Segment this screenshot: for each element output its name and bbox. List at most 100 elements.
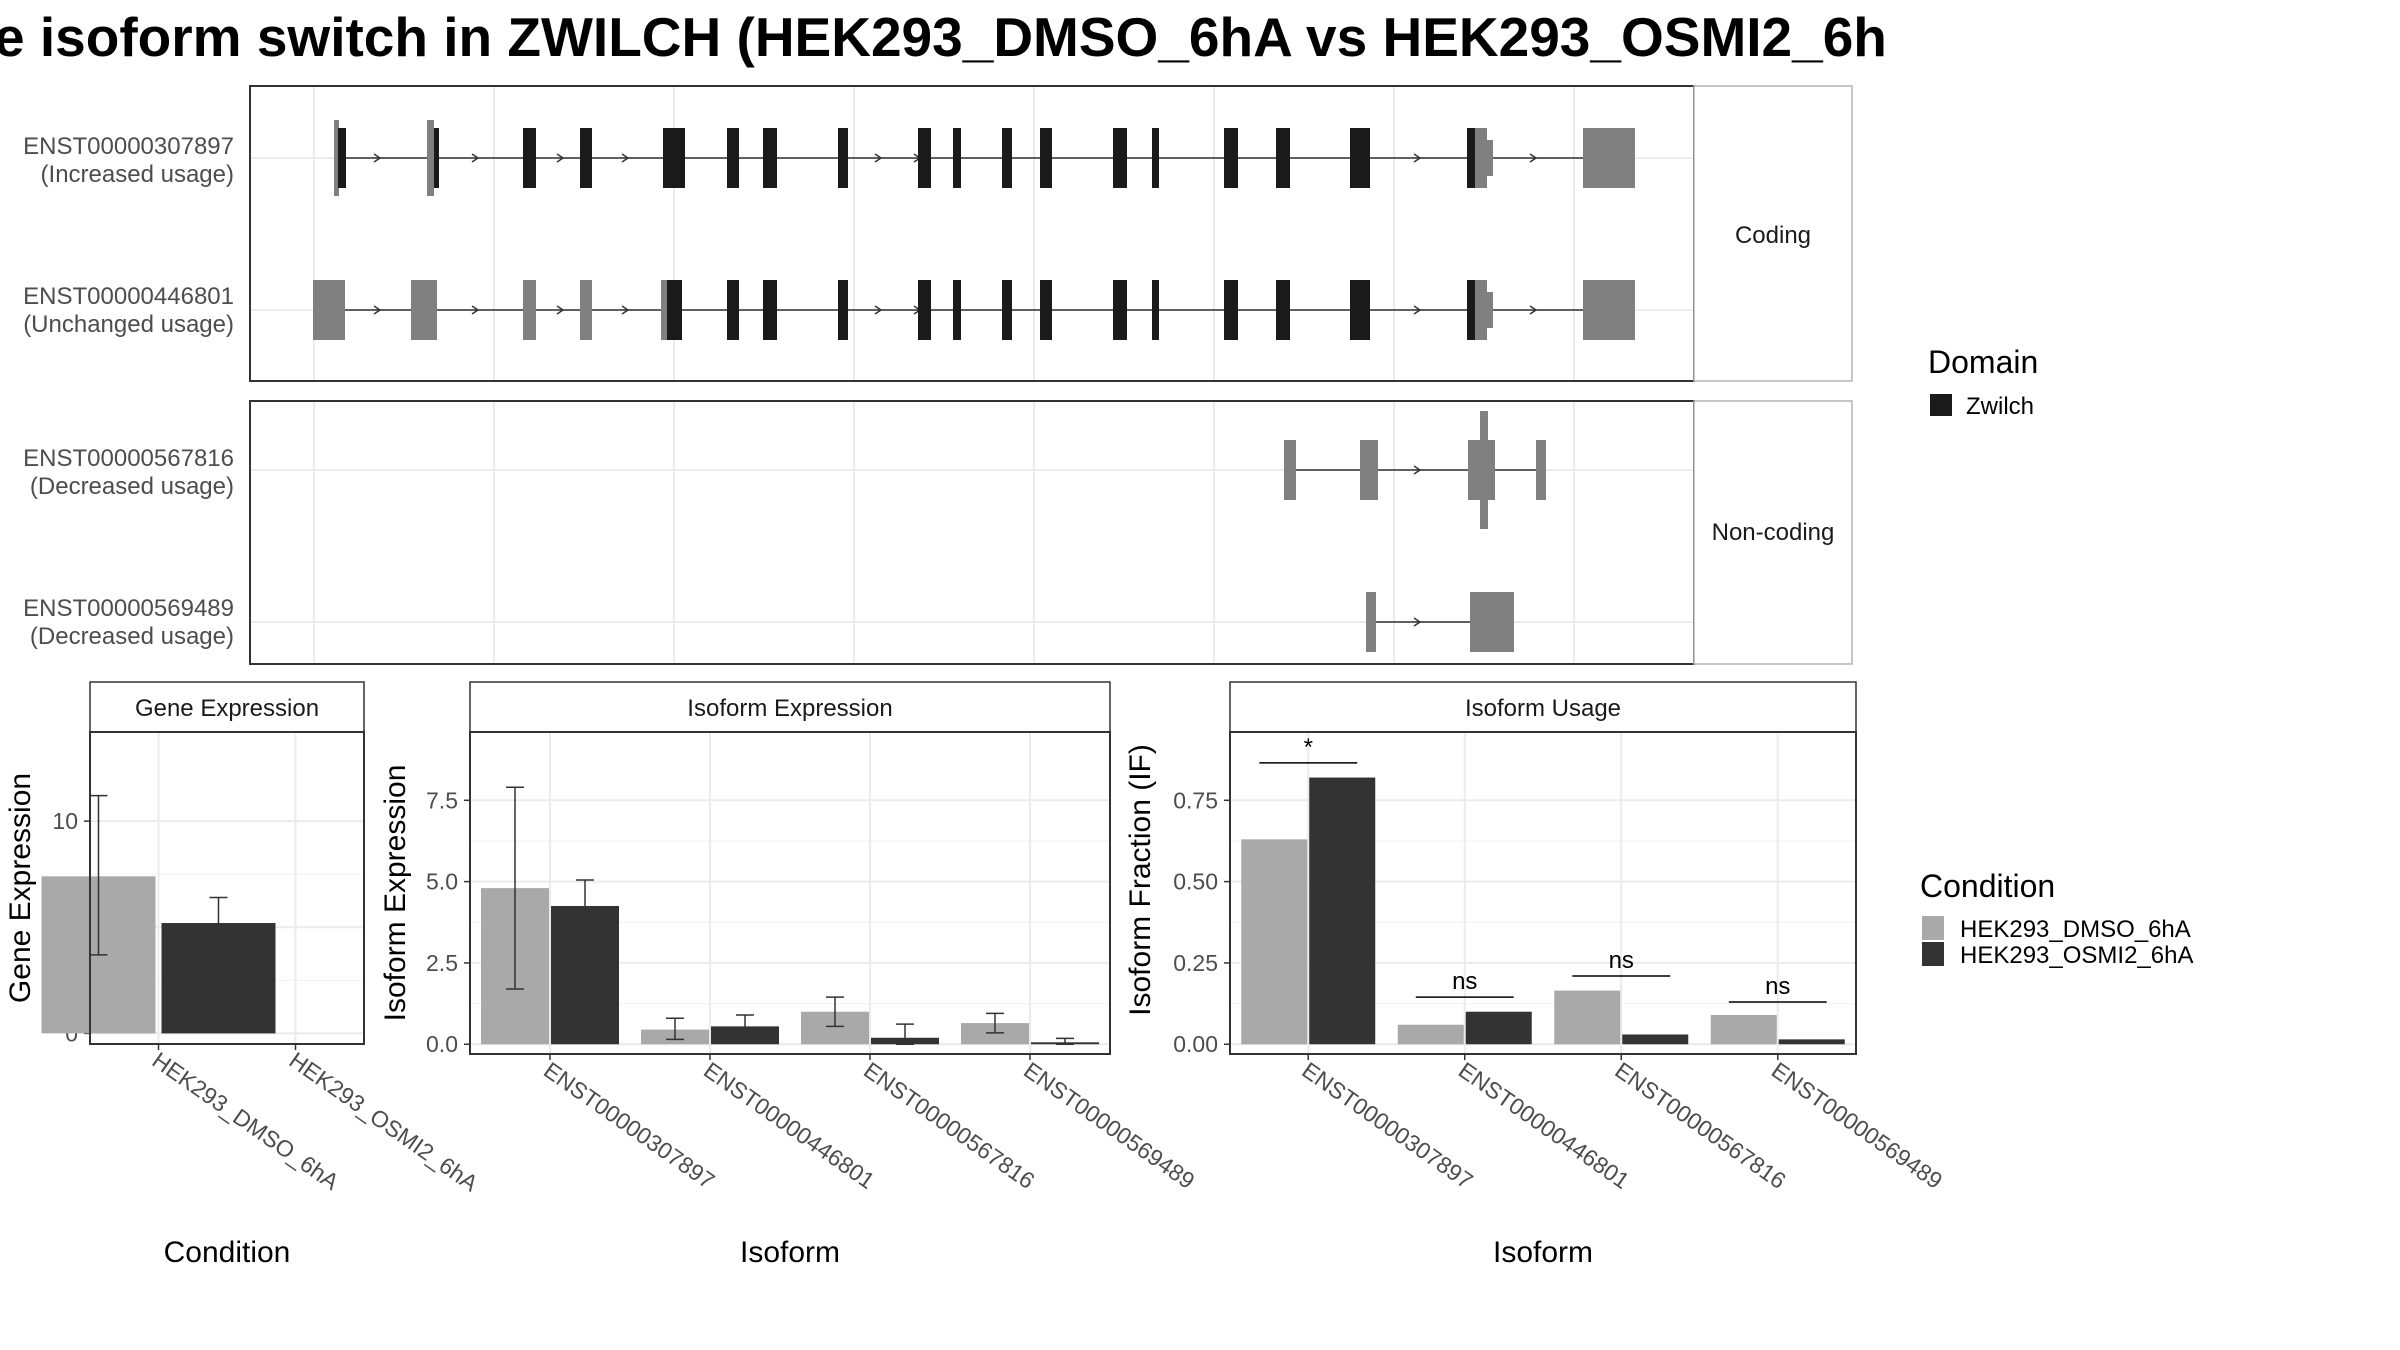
exon-3-0 <box>1366 592 1376 652</box>
domain-exon-1-6 <box>727 280 739 340</box>
isoform-usage-bar-osmi2-3 <box>1778 1039 1845 1045</box>
domain-exon-1-11 <box>1002 280 1012 340</box>
domain-exon-0-6 <box>663 128 685 188</box>
domain-exon-0-9 <box>838 128 848 188</box>
domain-exon-1-13 <box>1113 280 1127 340</box>
strand-arrow-0-6 <box>1413 153 1422 163</box>
condition-legend-label-osmi2: HEK293_OSMI2_6hA <box>1960 942 2193 969</box>
transcript-usage-2: (Unchanged usage) <box>23 311 234 338</box>
domain-legend-swatch <box>1930 394 1952 416</box>
domain-exon-0-7 <box>727 128 739 188</box>
transcript-usage-3: (Decreased usage) <box>30 473 234 500</box>
transcript-id-2: ENST00000446801 <box>23 283 234 310</box>
domain-exon-0-11 <box>953 128 961 188</box>
domain-exon-0-16 <box>1224 128 1238 188</box>
strand-arrow-1-2 <box>556 305 565 315</box>
isoform-usage-x-tick-label-2: ENST00000567816 <box>1610 1057 1790 1194</box>
domain-exon-1-8 <box>838 280 848 340</box>
transcript-id-1: ENST00000307897 <box>23 133 234 160</box>
domain-exon-1-17 <box>1350 280 1370 340</box>
exon-1-20 <box>1583 280 1635 340</box>
coding-panel-bg <box>250 86 1694 381</box>
condition-legend-title: Condition <box>1920 868 2055 904</box>
exon-2-3 <box>1536 440 1546 500</box>
exon-2-0 <box>1284 440 1296 500</box>
noncoding-strip <box>1693 400 1853 665</box>
domain-exon-1-7 <box>763 280 777 340</box>
strand-arrow-3-0 <box>1413 617 1422 627</box>
strand-arrow-1-7 <box>1529 305 1538 315</box>
domain-exon-0-14 <box>1113 128 1127 188</box>
domain-exon-0-5 <box>580 128 592 188</box>
domain-exon-1-10 <box>953 280 961 340</box>
isoform-usage-bar-osmi2-0 <box>1309 777 1376 1045</box>
gene-expression-y-tick-label-2: 10 <box>52 808 78 834</box>
exon-0-2 <box>427 120 434 196</box>
strand-arrow-1-0 <box>373 305 382 315</box>
strand-arrow-0-4 <box>874 153 883 163</box>
isoform-expression-bar-dmso-3 <box>961 1023 1029 1045</box>
isoform-usage-significance-label-0: * <box>1304 734 1313 761</box>
condition-legend: Condition HEK293_DMSO_6hA HEK293_OSMI2_6… <box>1920 868 2193 969</box>
domain-legend-title: Domain <box>1928 344 2038 380</box>
isoform-expression-border <box>469 731 1111 1055</box>
isoform-usage-y-tick-label-3: 0.75 <box>1173 787 1218 813</box>
isoform-expression-y-tick-label-1: 2.5 <box>426 950 458 976</box>
isoform-usage-strip-label: Isoform Usage <box>1465 695 1621 722</box>
noncoding-strip-label: Non-coding <box>1712 519 1835 546</box>
exon-3-1 <box>1470 592 1514 652</box>
strand-arrow-0-0 <box>373 153 382 163</box>
exon-0-21 <box>1583 128 1635 188</box>
domain-exon-1-18 <box>1467 280 1475 340</box>
strand-arrow-1-6 <box>1413 305 1422 315</box>
utr-step-1-0 <box>1487 292 1493 328</box>
isoform-usage-bar-osmi2-1 <box>1465 1011 1532 1045</box>
gene-expression-panel: Gene Expression 0510HEK293_DMSO_6hAHEK29… <box>4 681 483 1269</box>
utr-step-0-0 <box>1487 140 1493 176</box>
domain-exon-0-17 <box>1276 128 1290 188</box>
isoform-expression-x-tick-label-1: ENST00000446801 <box>699 1057 879 1194</box>
domain-legend-label: Zwilch <box>1966 393 2034 420</box>
gene-expression-strip-label: Gene Expression <box>135 695 319 722</box>
isoform-usage-y-tick-label-1: 0.25 <box>1173 950 1218 976</box>
isoform-expression-panel: Isoform Expression 0.0 2.5 5.0 7.5 ENST00000… <box>379 681 1200 1269</box>
exon-2-2 <box>1468 440 1495 500</box>
domain-exon-1-14 <box>1152 280 1159 340</box>
gene-expression-border <box>89 731 365 1045</box>
isoform-expression-ylabel: Isoform Expression <box>379 765 412 1022</box>
condition-legend-label-dmso: HEK293_DMSO_6hA <box>1960 916 2191 943</box>
domain-exon-0-13 <box>1040 128 1052 188</box>
noncoding-transcript-tracks <box>1284 411 1546 652</box>
isoform-usage-y-tick-label-0: 0.00 <box>1173 1031 1218 1057</box>
strand-arrow-0-7 <box>1529 153 1538 163</box>
strand-arrow-0-2 <box>556 153 565 163</box>
transcript-id-4: ENST00000569489 <box>23 595 234 622</box>
coding-facet: Coding ENST00000307897 (Increased usage)… <box>23 85 1853 382</box>
isoform-usage-border <box>1229 731 1857 1055</box>
exon-1-2 <box>523 280 536 340</box>
domain-legend: Domain Zwilch <box>1928 344 2038 420</box>
domain-exon-1-16 <box>1276 280 1290 340</box>
coding-strip <box>1693 85 1853 382</box>
isoform-usage-bar-osmi2-2 <box>1622 1034 1689 1045</box>
domain-exon-0-8 <box>763 128 777 188</box>
isoform-expression-x-tick-label-0: ENST00000307897 <box>539 1057 719 1194</box>
isoform-usage-x-tick-label-3: ENST00000569489 <box>1767 1057 1947 1194</box>
exon-0-20 <box>1475 128 1487 188</box>
noncoding-facet: Non-coding ENST00000567816 (Decreased us… <box>23 400 1853 665</box>
strand-arrow-1-4 <box>874 305 883 315</box>
isoform-usage-xlabel: Isoform <box>1493 1236 1593 1269</box>
condition-legend-swatch-dmso <box>1922 916 1944 940</box>
isoform-expression-y-tick-label-2: 5.0 <box>426 869 458 895</box>
transcript-usage-1: (Increased usage) <box>41 161 234 188</box>
exon-1-3 <box>580 280 592 340</box>
exon-1-4 <box>661 280 667 340</box>
gene-expression-xlabel: Condition <box>164 1236 291 1269</box>
figure-title: e isoform switch in ZWILCH (HEK293_DMSO_… <box>0 6 1887 68</box>
strand-arrow-0-1 <box>471 153 480 163</box>
isoform-usage-y-tick-label-2: 0.50 <box>1173 869 1218 895</box>
domain-exon-0-4 <box>523 128 536 188</box>
isoform-expression-y-tick-label-0: 0.0 <box>426 1031 458 1057</box>
domain-exon-1-15 <box>1224 280 1238 340</box>
